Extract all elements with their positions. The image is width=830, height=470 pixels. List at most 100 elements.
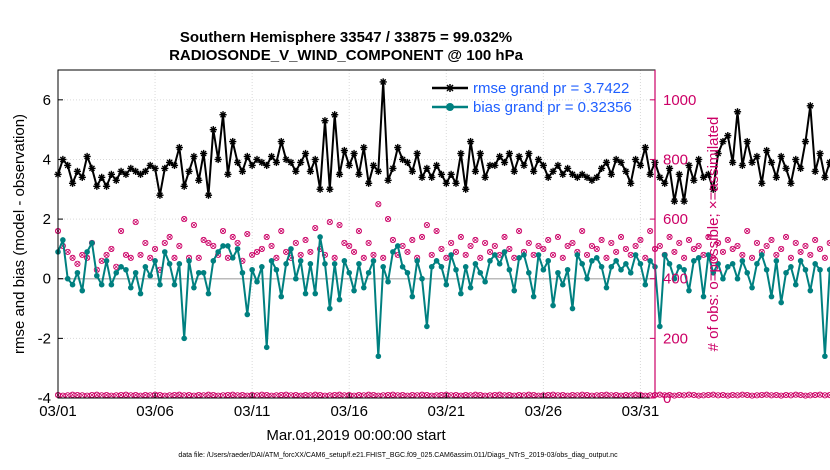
obs-marker-top (273, 254, 280, 261)
obs-marker-top (253, 248, 261, 255)
rmse-point (263, 161, 271, 170)
y-left-tick-label: -4 (38, 390, 51, 407)
obs-assimilated-cross (196, 255, 202, 261)
obs-assimilated-cross (104, 392, 110, 398)
bias-point (220, 243, 226, 249)
rmse-point (685, 161, 693, 170)
obs-possible-circle (734, 242, 741, 249)
obs-possible-circle (210, 242, 217, 249)
asterisk-stroke (147, 162, 154, 169)
asterisk-stroke (64, 162, 71, 169)
obs-marker-top (244, 230, 251, 238)
bias-point (535, 252, 542, 258)
obs-assimilated-cross (409, 237, 415, 243)
bias-point (215, 249, 221, 255)
bias-point (559, 281, 566, 288)
obs-possible-circle (108, 245, 115, 252)
rmse-point (636, 161, 645, 170)
obs-assimilated-cross (225, 255, 231, 261)
obs-assimilated-cross (230, 392, 236, 398)
obs-assimilated-cross (705, 234, 711, 240)
rmse-point (583, 173, 591, 181)
bias-point (627, 269, 634, 276)
obs-assimilated-cross (99, 258, 105, 264)
bias-point (705, 252, 712, 258)
obs-assimilated-cross (99, 392, 105, 398)
obs-possible-circle (161, 239, 168, 246)
obs-possible-circle (370, 251, 377, 258)
bias-point (200, 269, 207, 276)
asterisk-stroke (234, 159, 241, 166)
obs-assimilated-cross (181, 216, 187, 222)
rmse-point (748, 158, 756, 167)
obs-assimilated-cross (269, 393, 275, 399)
asterisk-stroke (98, 174, 105, 181)
asterisk-stroke (773, 174, 780, 181)
obs-marker-top (685, 236, 693, 244)
obs-assimilated-cross (434, 228, 440, 234)
obs-possible-circle (676, 239, 683, 246)
rmse-point (724, 132, 732, 140)
rmse-point (403, 158, 412, 167)
rmse-point (525, 149, 533, 158)
rmse-point (185, 167, 193, 175)
obs-possible-circle (744, 227, 751, 235)
obs-possible-circle (617, 233, 625, 241)
bias-point (229, 255, 236, 261)
rmse-point (238, 167, 247, 175)
obs-assimilated-cross (506, 392, 512, 398)
bias-point (608, 264, 615, 270)
asterisk-stroke (93, 183, 100, 190)
asterisk-stroke (685, 162, 692, 169)
y-left-tick-label: 0 (43, 271, 51, 288)
bias-point (424, 323, 430, 330)
bias-point (681, 266, 687, 273)
rmse-point (792, 155, 800, 164)
bias-point (84, 249, 90, 255)
asterisk-stroke (710, 186, 717, 193)
bias-point (249, 266, 255, 273)
obs-possible-circle (671, 248, 678, 255)
asterisk-stroke (642, 144, 649, 151)
obs-marker-top (778, 245, 785, 252)
bias-point (302, 290, 309, 297)
obs-possible-circle (695, 242, 702, 249)
rmse-point (301, 149, 310, 158)
chart-title-line1: Southern Hemisphere 33547 / 33875 = 99.0… (180, 29, 512, 46)
obs-possible-circle (283, 248, 290, 255)
obs-possible-circle (268, 242, 275, 249)
bias-point (273, 266, 280, 273)
bias-point (545, 258, 552, 264)
bias-point (293, 275, 299, 282)
obs-possible-circle (404, 248, 411, 255)
bias-point (94, 272, 100, 279)
obs-assimilated-cross (264, 392, 270, 398)
asterisk-stroke (142, 168, 149, 175)
obs-marker-top (583, 251, 591, 258)
obs-possible-circle (535, 242, 542, 249)
obs-marker-top (438, 245, 445, 252)
obs-marker-top (312, 224, 319, 232)
asterisk-stroke (545, 174, 552, 181)
obs-marker-top (744, 227, 751, 235)
rmse-line (57, 80, 830, 203)
asterisk-stroke (186, 168, 193, 175)
asterisk-stroke (501, 159, 508, 166)
obs-marker-top (516, 227, 523, 235)
obs-possible-circle (312, 224, 319, 232)
obs-assimilated-cross (366, 240, 372, 246)
obs-assimilated-cross (128, 392, 134, 398)
obs-assimilated-cross (181, 392, 187, 398)
bias-point (346, 269, 353, 276)
obs-assimilated-cross (94, 392, 100, 398)
rmse-point (767, 158, 776, 167)
obs-assimilated-cross (414, 392, 420, 398)
obs-assimilated-cross (434, 392, 440, 398)
obs-assimilated-cross (506, 246, 512, 252)
rmse-point (564, 164, 572, 172)
asterisk-stroke (452, 180, 460, 187)
obs-assimilated-cross (322, 393, 328, 399)
rmse-point (64, 161, 72, 170)
obs-assimilated-cross (676, 392, 682, 398)
asterisk-stroke (448, 171, 455, 178)
